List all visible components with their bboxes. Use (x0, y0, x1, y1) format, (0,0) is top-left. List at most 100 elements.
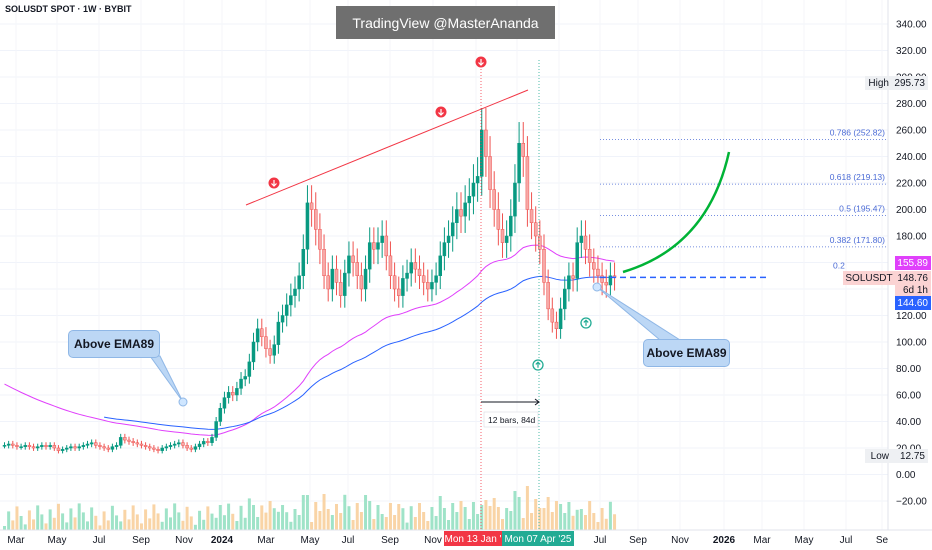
candle-body (450, 222, 455, 237)
volume-bar (505, 508, 509, 530)
volume-bar (364, 495, 368, 530)
candle-body (521, 143, 525, 157)
volume-bar (15, 506, 19, 530)
volume-bar (613, 514, 617, 530)
candle-body (255, 328, 260, 343)
x-tick-label: Se (876, 535, 889, 546)
volume-bar (459, 501, 463, 530)
volume-bar (484, 500, 488, 530)
candles (2, 108, 617, 454)
candle-body (430, 282, 434, 290)
candle-body (434, 275, 438, 283)
volume-bar (430, 507, 434, 530)
volume-bar (27, 510, 31, 530)
candle-body (417, 268, 422, 276)
candle-body (177, 442, 181, 445)
candle-body (106, 447, 110, 450)
symbol-title[interactable]: SOLUSDT SPOT · 1W · BYBIT (5, 4, 132, 14)
volume-bar (260, 505, 264, 530)
volume-bar (496, 507, 500, 530)
volume-bar (397, 504, 401, 530)
callout-right-above-ema89: Above EMA89 (643, 339, 730, 367)
candle-body (600, 275, 604, 283)
ema89-value: 144.60 (895, 296, 931, 310)
volume-bar (393, 515, 397, 530)
volume-bar (451, 503, 455, 530)
candle-body (575, 242, 579, 279)
candle-body (471, 182, 476, 197)
candle-body (268, 348, 272, 356)
volume-bar (409, 506, 413, 530)
candle-body (131, 441, 135, 443)
candle-body (52, 445, 57, 449)
low-label: Low (865, 449, 892, 463)
low-value: 12.75 (892, 449, 928, 463)
fib-label: 0.618 (219.13) (830, 172, 885, 182)
candle-body (239, 378, 243, 389)
candle-body (189, 447, 193, 450)
volume-bar (131, 505, 135, 530)
volume-bar (36, 505, 40, 530)
x-tick-label: Nov (175, 535, 193, 546)
volume-bar (447, 520, 451, 530)
candle-body (330, 268, 335, 290)
candle-body (135, 442, 140, 445)
candle-body (363, 268, 368, 290)
candle-body (513, 182, 517, 217)
down-arrow-glyph (438, 109, 444, 116)
candle-body (587, 249, 592, 263)
x-tick-label: Jul (840, 535, 853, 546)
y-tick-label: −20.00 (896, 497, 927, 508)
volume-bar (169, 517, 172, 530)
high-value: 295.73 (892, 76, 928, 90)
y-tick-label: 200.00 (896, 205, 927, 216)
volume-bar (218, 505, 222, 530)
x-tick-label: May (48, 535, 67, 546)
y-tick-label: 0.00 (896, 470, 916, 481)
candle-body (276, 321, 281, 345)
candle-body (127, 439, 131, 442)
candle-body (65, 447, 69, 450)
volume-bar (115, 515, 119, 530)
candle-body (81, 445, 86, 447)
y-tick-label: 60.00 (896, 391, 921, 402)
y-tick-label: 320.00 (896, 46, 927, 57)
candle-body (6, 443, 11, 446)
y-tick-label: 220.00 (896, 179, 927, 190)
volume-bar (243, 517, 247, 530)
volume-bar (198, 510, 202, 530)
y-tick-label: 120.00 (896, 311, 927, 322)
candle-body (284, 304, 289, 316)
x-tick-label: Mar (753, 535, 771, 546)
volume-bar (152, 504, 156, 530)
volume-bar (214, 517, 218, 530)
date-highlight-apr-label: Mon 07 Apr '25 (505, 534, 572, 545)
y-tick-label: 280.00 (896, 99, 927, 110)
volume-bar (575, 509, 579, 530)
candle-body (567, 275, 571, 290)
volume-bar (206, 506, 210, 530)
candle-body (401, 278, 405, 296)
candle-body (301, 249, 306, 276)
volume-bar (359, 512, 363, 530)
fib-label: 0.5 (195.47) (839, 204, 885, 214)
candle-body (538, 235, 542, 250)
volume-bar (438, 496, 442, 530)
candle-body (60, 449, 65, 451)
volume-bar (135, 514, 139, 530)
volume-bar (542, 508, 546, 530)
volume-bar (608, 501, 612, 530)
candle-body (484, 129, 488, 157)
volume-bar (559, 504, 563, 530)
volume-bar (202, 519, 206, 530)
candle-body (542, 249, 546, 283)
candle-body (56, 447, 61, 451)
candle-body (409, 262, 413, 274)
volume-bar (281, 505, 285, 530)
volume-bar (32, 519, 36, 530)
candle-body (463, 202, 467, 217)
candle-body (73, 446, 77, 449)
ema-touch-marker-left (178, 397, 188, 407)
